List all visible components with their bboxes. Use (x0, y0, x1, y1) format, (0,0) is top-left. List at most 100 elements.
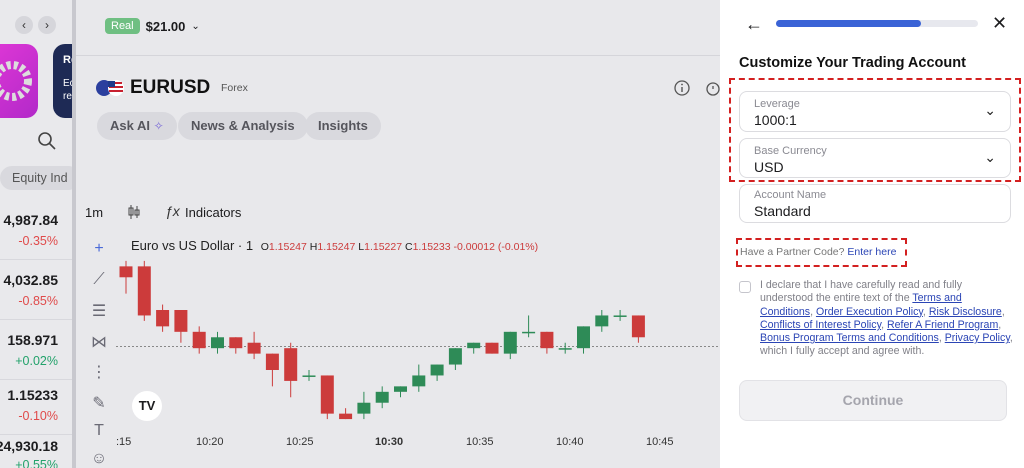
watchlist-row[interactable]: 4,032.85 -0.85% (0, 260, 72, 320)
indicators-icon[interactable]: ƒx (165, 203, 180, 219)
watchlist-row[interactable]: 158.971 +0.02% (0, 320, 72, 380)
promo-card-title: Re (63, 54, 72, 66)
candle (577, 326, 590, 354)
tradingview-logo-icon[interactable]: TV (132, 391, 162, 421)
candle (412, 364, 426, 392)
candle (631, 315, 645, 343)
candle (394, 386, 407, 398)
ohlc-o-label: O (260, 241, 269, 253)
candle (320, 375, 334, 420)
declaration-end: , which I fully accept and agree with. (760, 332, 1013, 358)
risk-disclosure-link[interactable]: Risk Disclosure (928, 305, 1002, 318)
candle (503, 331, 517, 360)
leverage-value: 1000:1 (754, 112, 797, 128)
search-icon[interactable] (37, 131, 57, 151)
watchlist-price: 1.15233 (7, 387, 58, 403)
scroll-left-button[interactable]: ‹ (15, 16, 33, 34)
candle (595, 310, 609, 332)
candle-body (631, 315, 645, 338)
candlestick-type-icon[interactable] (126, 204, 142, 220)
eur-usd-flags-icon (96, 80, 124, 96)
pattern-tool-icon[interactable]: ⋈ (91, 334, 107, 351)
account-selector[interactable]: Real $21.00 ⌄ (105, 18, 200, 34)
candle (174, 310, 188, 343)
tab-ask-ai-label: Ask AI (110, 118, 150, 133)
account-setup-panel: ← ✕ Customize Your Trading Account Lever… (720, 0, 1024, 468)
x-tick-label: 10:25 (286, 436, 314, 448)
watchlist-price: 4,032.85 (3, 272, 59, 288)
candle-body (284, 348, 298, 381)
tab-ask-ai[interactable]: Ask AI ✧ (97, 112, 177, 140)
candle-body (412, 375, 426, 387)
tab-insights[interactable]: Insights (305, 112, 381, 140)
candle (375, 386, 389, 409)
highlight-box (736, 238, 907, 267)
fib-retracement-icon[interactable]: ☰ (91, 303, 107, 320)
watchlist-change: -0.35% (18, 234, 58, 248)
asset-class-label: Forex (221, 82, 248, 94)
candle (613, 310, 627, 321)
candle (522, 315, 536, 338)
candle (211, 331, 224, 354)
candle-body (192, 331, 206, 349)
projection-tool-icon[interactable]: ⋮ (91, 364, 107, 381)
promo-card-subtitle: Ec re (63, 78, 72, 102)
partner-code-row: Have a Partner Code? Enter here (740, 246, 896, 258)
bonus-program-link[interactable]: Bonus Program Terms and Conditions (760, 332, 939, 345)
promo-ring-icon (0, 61, 32, 101)
account-balance: $21.00 (145, 18, 186, 34)
chart-area: Real $21.00 ⌄ EURUSD Forex Ask AI ✧ News… (76, 0, 720, 468)
watchlist-row[interactable]: 4,987.84 -0.35% (0, 200, 72, 260)
emoji-icon[interactable]: ☺ (90, 450, 108, 467)
terms-link[interactable]: Terms and Conditions (760, 292, 962, 318)
candle-body (613, 315, 627, 317)
candle-body (156, 310, 170, 327)
conflicts-link[interactable]: Conflicts of Interest Policy (760, 318, 882, 331)
continue-button[interactable]: Continue (739, 380, 1007, 421)
progress-track (776, 20, 978, 27)
candle-body (357, 402, 371, 414)
candle (430, 364, 444, 381)
candle-body (503, 331, 517, 354)
account-type-badge: Real (105, 18, 140, 34)
order-execution-link[interactable]: Order Execution Policy (815, 305, 923, 318)
account-name-field[interactable]: Account Name Standard (739, 184, 1011, 223)
promo-card-navy[interactable]: Re Ec re (53, 44, 72, 118)
candle (156, 304, 170, 332)
leverage-select[interactable]: Leverage 1000:1 ⌄ (739, 91, 1011, 132)
trendline-icon[interactable]: ⟋ (93, 271, 105, 288)
x-tick-label: 10:40 (556, 436, 584, 448)
close-icon[interactable]: ✕ (992, 13, 1008, 33)
indicators-button[interactable]: Indicators (185, 205, 242, 220)
watchlist-row[interactable]: 1.15233 -0.10% (0, 375, 72, 435)
info-icon[interactable] (674, 80, 690, 96)
back-arrow-icon[interactable]: ← (745, 14, 763, 34)
candle (229, 337, 243, 354)
candle-body (229, 337, 243, 349)
candle-body (577, 326, 590, 349)
promo-card-pink[interactable] (0, 44, 38, 118)
partner-code-link[interactable]: Enter here (847, 246, 897, 258)
refer-friend-link[interactable]: Refer A Friend Program (886, 318, 999, 331)
scroll-right-button[interactable]: › (38, 16, 56, 34)
base-currency-select[interactable]: Base Currency USD ⌄ (739, 138, 1011, 178)
crosshair-icon[interactable]: + (94, 240, 104, 257)
candle (558, 342, 572, 354)
tab-news-analysis[interactable]: News & Analysis (178, 112, 308, 140)
declaration-intro: I declare that I have carefully read and… (760, 279, 962, 305)
brush-icon[interactable]: ✎ (92, 395, 106, 412)
declaration-checkbox[interactable] (739, 281, 751, 293)
chart-title: Euro vs US Dollar · 1 (131, 238, 254, 253)
category-chip-equity-indices[interactable]: Equity Ind (0, 166, 72, 190)
privacy-policy-link[interactable]: Privacy Policy (944, 332, 1010, 345)
candle (357, 391, 371, 420)
watchlist-row[interactable]: 24,930.18 +0.55% (0, 426, 72, 468)
text-tool-icon[interactable]: T (94, 422, 104, 439)
alarm-icon[interactable] (704, 80, 720, 96)
x-tick-label: 10:45 (646, 436, 674, 448)
ohlc-close: 1.15233 (412, 241, 451, 253)
ohlc-high: 1.15247 (317, 241, 356, 253)
interval-selector[interactable]: 1m (85, 205, 104, 220)
candle-body (320, 375, 334, 414)
sidebar-divider[interactable] (72, 0, 76, 468)
